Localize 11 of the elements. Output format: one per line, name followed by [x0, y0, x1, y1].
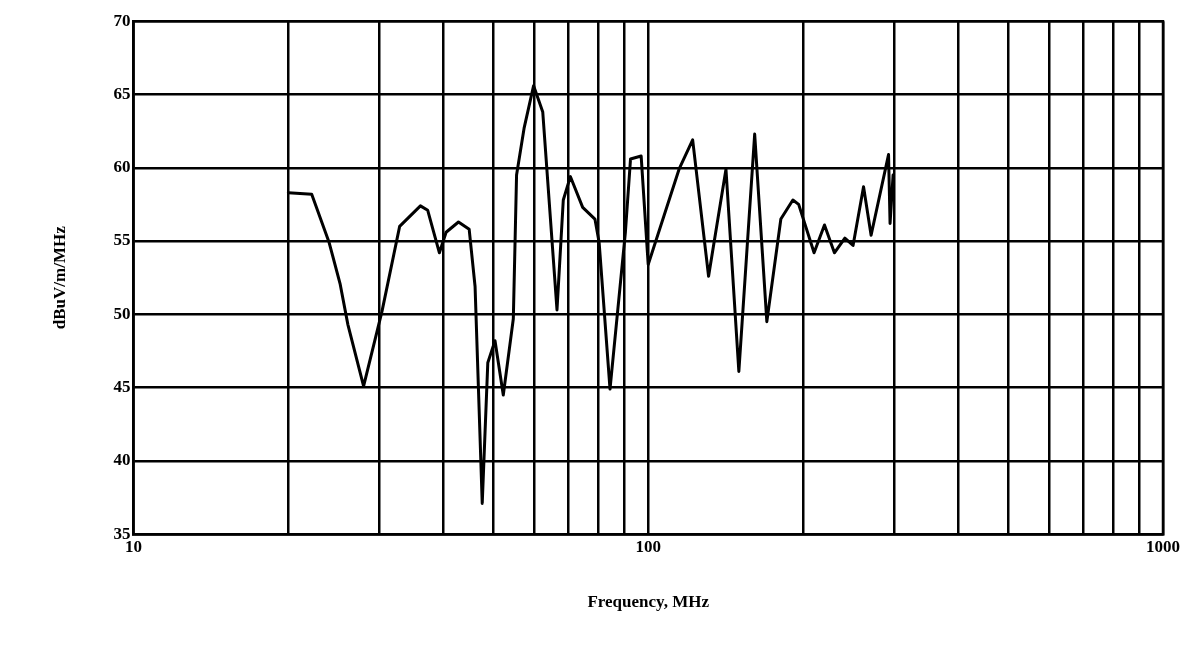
x-tick-label: 1000 [1146, 536, 1180, 556]
y-tick-label: 70 [113, 10, 131, 30]
y-tick-label: 60 [113, 157, 131, 177]
y-tick-label: 55 [113, 230, 131, 250]
x-tick-label: 100 [635, 536, 661, 556]
y-tick-label: 50 [113, 303, 131, 323]
y-axis-title: dBuV/m/MHz [49, 225, 69, 330]
y-tick-label: 45 [113, 377, 131, 397]
y-tick-label: 40 [113, 450, 131, 470]
y-tick-label: 65 [113, 83, 131, 103]
x-axis-title: Frequency, MHz [587, 592, 710, 612]
